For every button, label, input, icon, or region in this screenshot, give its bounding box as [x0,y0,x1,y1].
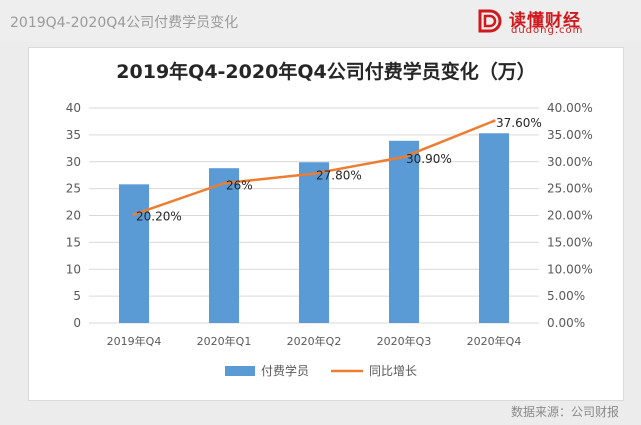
axes: 0 5 10 15 20 25 30 35 40 0.00% 5.00% 10.00% 15.00% 20… [66,101,593,348]
y-tick-label: 5 [73,289,81,303]
x-tick-label: 2020年Q2 [287,334,342,348]
chart-card: 2019年Q4-2020年Q4公司付费学员变化（万） 20.20% 26% 27.8… [28,47,624,401]
y2-tick-label: 0.00% [547,316,585,330]
y2-tick-label: 15.00% [547,235,593,249]
logo-text: 读懂财经 [509,11,581,31]
data-source: 数据来源：公司财报 [510,405,619,419]
brand-logo[interactable]: 读懂财经 dudong.com [477,6,627,38]
line-point [312,172,316,176]
y2-tick-label: 35.00% [547,128,593,142]
legend-bar-swatch [225,366,255,376]
legend-line-label: 同比增长 [369,364,417,378]
bar [119,184,149,323]
line-data-label: 37.60% [496,116,542,130]
line-data-label: 26% [226,178,253,192]
page-title: 2019Q4-2020Q4公司付费学员变化 [10,15,239,31]
logo-mark-icon [478,9,502,33]
line-point [402,155,406,159]
line-data-label: 20.20% [136,209,182,223]
y2-tick-label: 40.00% [547,101,593,115]
y2-tick-label: 20.00% [547,209,593,223]
y2-tick-label: 30.00% [547,155,593,169]
x-tick-label: 2019年Q4 [107,334,162,348]
bar [389,140,419,323]
y2-tick-label: 5.00% [547,289,585,303]
y-tick-label: 25 [66,182,81,196]
line-data-label: 30.90% [406,152,452,166]
y-tick-label: 10 [66,262,81,276]
bar [479,133,509,323]
y2-tick-label: 25.00% [547,182,593,196]
y-tick-label: 30 [66,155,81,169]
y-tick-label: 20 [66,209,81,223]
y-tick-label: 40 [66,101,81,115]
y-tick-label: 35 [66,128,81,142]
x-tick-label: 2020年Q3 [377,334,432,348]
chart: 2019年Q4-2020年Q4公司付费学员变化（万） 20.20% 26% 27.8… [66,60,593,378]
legend: 付费学员 同比增长 [225,363,417,378]
bar [209,168,239,323]
legend-bar-label: 付费学员 [261,363,309,378]
line-point [132,212,136,216]
bar [299,162,329,323]
y-tick-label: 0 [73,316,81,330]
x-tick-label: 2020年Q1 [197,334,252,348]
line-series [132,119,496,216]
data-labels: 20.20% 26% 27.80% 30.90% 37.60% [136,116,542,224]
x-tick-label: 2020年Q4 [467,334,522,348]
line-data-label: 27.80% [316,169,362,183]
logo-url: dudong.com [511,25,584,36]
line-point [492,119,496,123]
y-tick-label: 15 [66,235,81,249]
chart-title: 2019年Q4-2020年Q4公司付费学员变化（万） [116,60,535,83]
bar-series [119,133,509,323]
line-point [222,181,226,185]
y2-tick-label: 10.00% [547,262,593,276]
page-header: 2019Q4-2020Q4公司付费学员变化 读懂财经 dudong.com [0,0,641,42]
